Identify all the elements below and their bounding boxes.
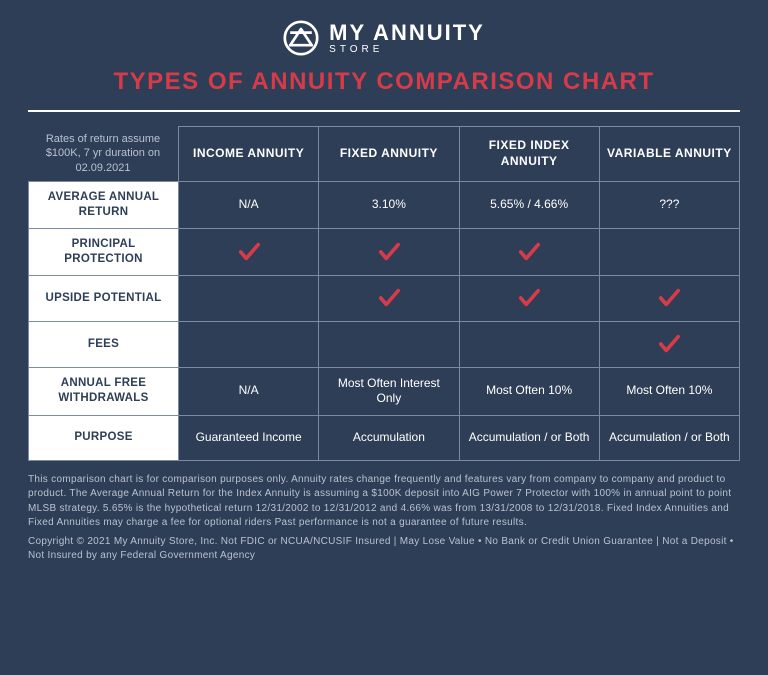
table-cell: [178, 228, 318, 275]
column-header: INCOME ANNUITY: [178, 126, 318, 181]
table-cell: [178, 275, 318, 321]
chart-title: TYPES OF ANNUITY COMPARISON CHART: [28, 68, 740, 96]
comparison-table: Rates of return assume $100K, 7 yr durat…: [28, 126, 740, 461]
column-header: VARIABLE ANNUITY: [599, 126, 739, 181]
table-cell: ???: [599, 181, 739, 228]
check-icon: [518, 241, 540, 263]
column-header: FIXED ANNUITY: [318, 126, 458, 181]
table-cell: [178, 321, 318, 367]
row-header: PURPOSE: [28, 415, 178, 461]
check-icon: [378, 287, 400, 309]
brand-logo: MY ANNUITY STORE: [28, 20, 740, 56]
table-cell: [599, 275, 739, 321]
table-cell: 5.65% / 4.66%: [459, 181, 599, 228]
table-cell: Most Often 10%: [599, 367, 739, 415]
brand-subname: STORE: [329, 44, 485, 55]
table-cell: Most Often Interest Only: [318, 367, 458, 415]
row-header: FEES: [28, 321, 178, 367]
row-header: ANNUAL FREE WITHDRAWALS: [28, 367, 178, 415]
row-header: PRINCIPAL PROTECTION: [28, 228, 178, 275]
row-header: UPSIDE POTENTIAL: [28, 275, 178, 321]
table-cell: [459, 321, 599, 367]
table-cell: Guaranteed Income: [178, 415, 318, 461]
logo-icon: [283, 20, 319, 56]
table-cell: [599, 321, 739, 367]
table-cell: N/A: [178, 181, 318, 228]
copyright-text: Copyright © 2021 My Annuity Store, Inc. …: [28, 535, 740, 564]
table-cell: Accumulation / or Both: [599, 415, 739, 461]
table-cell: Accumulation: [318, 415, 458, 461]
check-icon: [518, 287, 540, 309]
row-header: AVERAGE ANNUAL RETURN: [28, 181, 178, 228]
assumption-note: Rates of return assume $100K, 7 yr durat…: [28, 126, 178, 181]
check-icon: [658, 333, 680, 355]
table-cell: Accumulation / or Both: [459, 415, 599, 461]
table-cell: [459, 275, 599, 321]
table-cell: N/A: [178, 367, 318, 415]
column-header: FIXED INDEX ANNUITY: [459, 126, 599, 181]
table-cell: [599, 228, 739, 275]
table-cell: Most Often 10%: [459, 367, 599, 415]
brand-name: MY ANNUITY: [329, 22, 485, 44]
table-cell: [318, 228, 458, 275]
divider: [28, 110, 740, 112]
disclaimer-block: This comparison chart is for comparison …: [28, 473, 740, 564]
table-cell: [459, 228, 599, 275]
check-icon: [238, 241, 260, 263]
table-cell: [318, 275, 458, 321]
table-cell: 3.10%: [318, 181, 458, 228]
disclaimer-text: This comparison chart is for comparison …: [28, 473, 740, 531]
check-icon: [658, 287, 680, 309]
check-icon: [378, 241, 400, 263]
table-cell: [318, 321, 458, 367]
